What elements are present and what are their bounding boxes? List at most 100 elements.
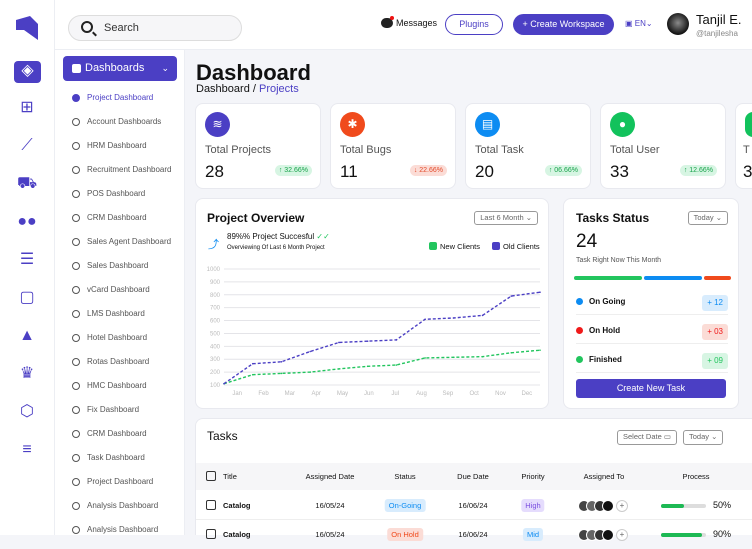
- process-bar: [661, 533, 706, 537]
- sidebar-item[interactable]: HMC Dashboard: [72, 380, 147, 392]
- circle-icon: [72, 406, 80, 414]
- table-row[interactable]: Catalog 16/05/24 On Hold 16/06/24 Mid + …: [196, 520, 752, 541]
- sidebar-item[interactable]: Sales Agent Dashboard: [72, 236, 171, 248]
- y-tick-label: 300: [210, 357, 221, 363]
- range-select[interactable]: Last 6 Month ⌄: [474, 211, 538, 225]
- tasks-card: Tasks Select Date ▭ Today ⌄ Title Assign…: [195, 418, 752, 541]
- sidebar-item[interactable]: Fix Dashboard: [72, 404, 139, 416]
- user-name: Tanjil E.: [696, 12, 742, 27]
- x-tick-label: Sep: [442, 391, 453, 397]
- sidebar-item[interactable]: Project Dashboard: [72, 92, 153, 104]
- assignee-avatars[interactable]: +: [578, 529, 638, 541]
- sidebar-item[interactable]: Analysis Dashboard: [72, 500, 158, 512]
- breadcrumb: Dashboard / Projects: [196, 83, 299, 95]
- stat-label: Total Projects: [205, 144, 272, 156]
- col-status: Status: [394, 472, 416, 481]
- breadcrumb-root[interactable]: Dashboard: [196, 83, 250, 95]
- bug-icon: ✱: [340, 112, 365, 137]
- stat-label: Total Task: [475, 144, 524, 156]
- card-title: Project Overview: [207, 211, 305, 225]
- sidebar-item[interactable]: HRM Dashboard: [72, 140, 147, 152]
- circle-icon: [72, 238, 80, 246]
- add-assignee-icon[interactable]: +: [616, 529, 628, 541]
- add-assignee-icon[interactable]: +: [616, 500, 628, 512]
- circle-icon: [72, 478, 80, 486]
- series-line-old-clients: [223, 291, 541, 385]
- legend-label: Old Clients: [503, 242, 540, 251]
- table-row[interactable]: Catalog 16/05/24 On-Going 16/06/24 High …: [196, 491, 752, 520]
- sidebar-item[interactable]: vCard Dashboard: [72, 284, 150, 296]
- create-workspace-button[interactable]: + Create Workspace: [513, 14, 614, 35]
- x-tick-label: Dec: [521, 391, 532, 397]
- settings-hex-icon[interactable]: ⬡: [20, 403, 34, 420]
- chevron-down-icon: ⌄: [161, 63, 169, 73]
- sidebar-item[interactable]: Account Dashboards: [72, 116, 161, 128]
- search-input[interactable]: Search: [68, 15, 242, 41]
- y-tick-label: 200: [210, 370, 221, 376]
- status-badge: On-Going: [384, 499, 426, 512]
- menu-icon[interactable]: ≡: [22, 441, 32, 458]
- range-label: Today: [689, 432, 710, 441]
- sidebar-item[interactable]: Sales Dashboard: [72, 260, 148, 272]
- sidebar-item[interactable]: LMS Dashboard: [72, 308, 145, 320]
- checklist-icon[interactable]: ☰: [19, 251, 35, 268]
- sidebar-item-label: HRM Dashboard: [87, 141, 147, 150]
- col-due-date: Due Date: [457, 472, 489, 481]
- trophy-icon[interactable]: ♛: [19, 365, 35, 382]
- plugins-button[interactable]: Plugins: [445, 14, 503, 35]
- range-label: Last 6 Month: [480, 213, 524, 222]
- status-row: On Going + 12: [576, 295, 728, 315]
- row-checkbox[interactable]: [206, 500, 216, 510]
- stat-change-badge: ↑ 32.66%: [274, 165, 312, 176]
- sidebar-item[interactable]: Hotel Dashboard: [72, 332, 147, 344]
- apps-icon[interactable]: ⊞: [20, 99, 34, 116]
- today-select[interactable]: Today ⌄: [687, 211, 728, 225]
- circle-icon: [72, 454, 80, 462]
- chart-icon[interactable]: ⟋: [21, 137, 33, 154]
- graduation-icon[interactable]: ▲: [19, 327, 35, 344]
- layers-icon: ≋: [205, 112, 230, 137]
- users-icon[interactable]: ●●: [17, 213, 37, 230]
- create-new-task-button[interactable]: Create New Task: [576, 379, 726, 398]
- breadcrumb-current: Projects: [259, 83, 299, 95]
- sidebar-item-label: Project Dashboard: [87, 477, 154, 486]
- select-date-button[interactable]: Select Date ▭: [617, 430, 677, 445]
- sidebar-item[interactable]: CRM Dashboard: [72, 428, 147, 440]
- chat-icon[interactable]: ▢: [19, 289, 35, 306]
- y-tick-label: 500: [210, 331, 221, 337]
- sidebar-item[interactable]: Analysis Dashboard: [72, 524, 158, 536]
- sidebar-item-label: HMC Dashboard: [87, 381, 147, 390]
- assignee-avatars[interactable]: +: [578, 500, 638, 512]
- sidebar-item[interactable]: Task Dashboard: [72, 452, 145, 464]
- sidebar-item[interactable]: POS Dashboard: [72, 188, 145, 200]
- today-select[interactable]: Today ⌄: [683, 430, 724, 445]
- stat-value: 33: [610, 162, 629, 181]
- stat-value: 11: [340, 162, 358, 181]
- row-checkbox[interactable]: [206, 529, 216, 539]
- circle-icon: [72, 142, 80, 150]
- cart-icon[interactable]: ⛟: [17, 175, 38, 192]
- messages-label: Messages: [396, 18, 438, 28]
- sidebar-item[interactable]: Project Dashboard: [72, 476, 153, 488]
- data-point: [366, 340, 369, 342]
- sidebar-item[interactable]: Rotas Dashboard: [72, 356, 149, 368]
- success-label: 89%% Project Succesful: [227, 232, 315, 241]
- dropdown-label: Dashboards: [85, 62, 145, 74]
- sidebar-item[interactable]: CRM Dashboard: [72, 212, 147, 224]
- dashboard-icon[interactable]: ◈: [14, 61, 41, 83]
- dashboards-dropdown[interactable]: Dashboards ⌄: [63, 56, 177, 81]
- data-point: [453, 356, 455, 359]
- task-count: 24: [576, 231, 598, 252]
- select-all-checkbox[interactable]: [206, 471, 216, 481]
- messages-button[interactable]: Messages: [381, 16, 438, 28]
- language-select[interactable]: ▣ EN⌄: [625, 19, 653, 28]
- top-bar: Search Messages Plugins + Create Workspa…: [55, 0, 752, 50]
- double-check-icon: ✓✓: [316, 232, 330, 241]
- home-icon: [72, 64, 81, 73]
- avatar[interactable]: [667, 13, 689, 35]
- sidebar: Dashboards ⌄ Project Dashboard Account Das…: [55, 50, 185, 535]
- sidebar-item-label: Recruitment Dashboard: [87, 165, 172, 174]
- sidebar-item-label: CRM Dashboard: [87, 213, 147, 222]
- circle-icon: [72, 334, 80, 342]
- sidebar-item[interactable]: Recruitment Dashboard: [72, 164, 171, 176]
